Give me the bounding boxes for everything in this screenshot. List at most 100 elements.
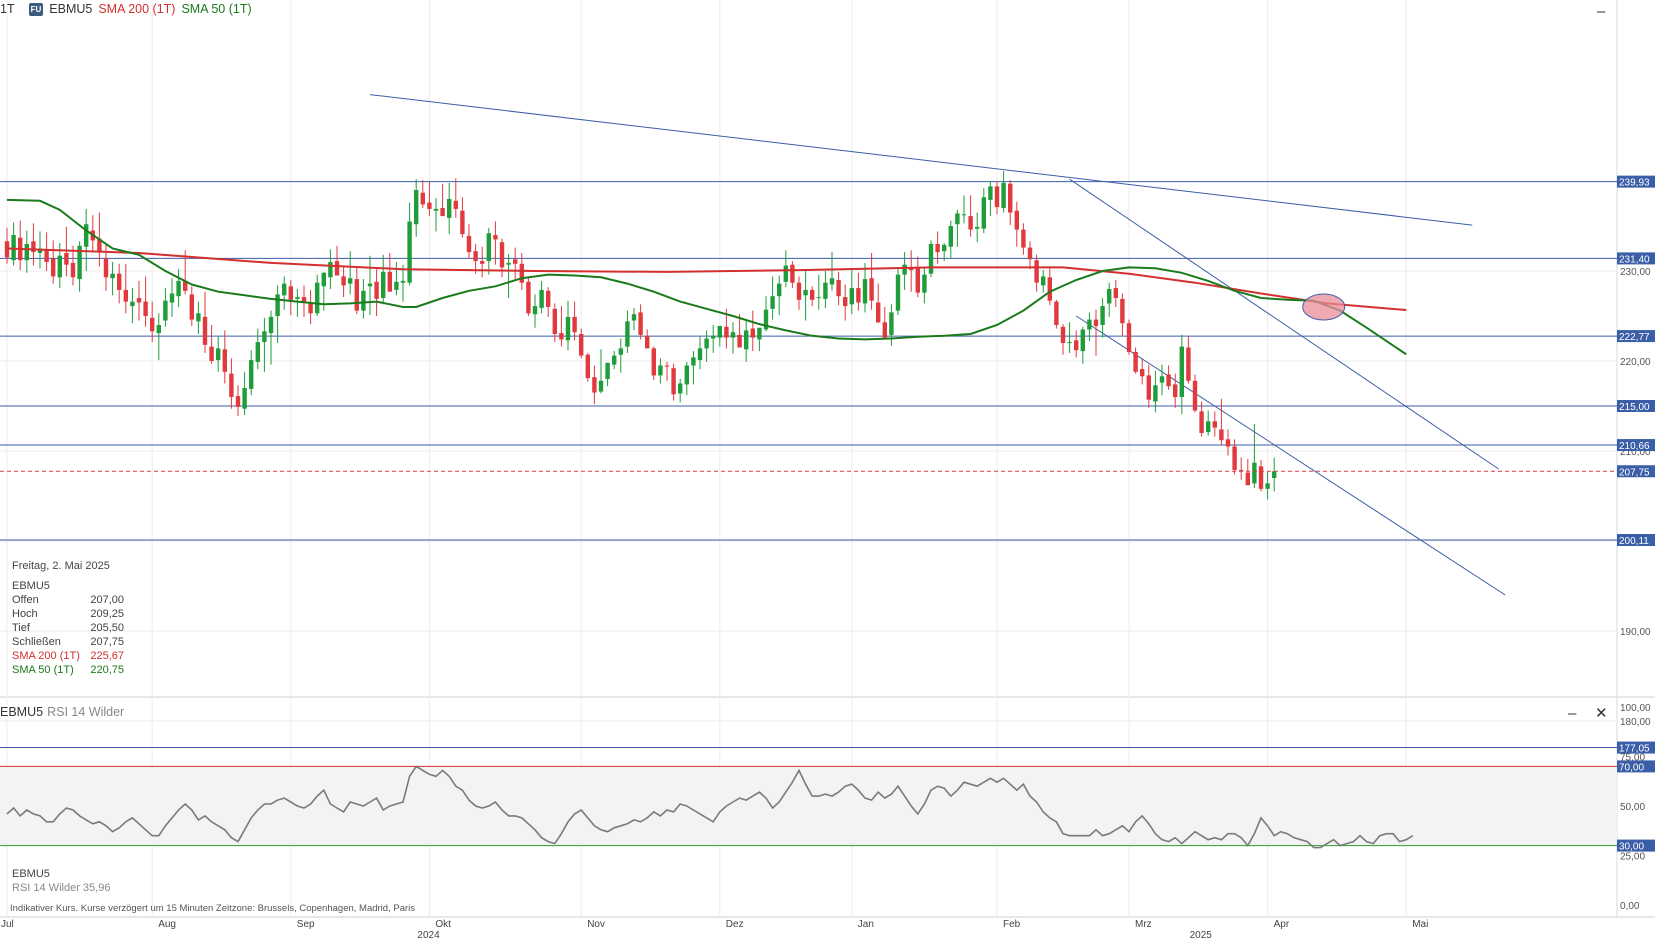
candle-body xyxy=(763,309,769,330)
candle-body xyxy=(651,348,656,376)
rsi-tick-label: 100,00 xyxy=(1620,703,1651,714)
candle-body xyxy=(704,338,709,349)
candle-body xyxy=(486,233,491,262)
footnote: Indikativer Kurs. Kurse verzögert um 15 … xyxy=(10,903,415,914)
candle-body xyxy=(420,192,425,205)
candle-body xyxy=(400,280,406,283)
main-panel-minimize-icon[interactable]: – xyxy=(1597,3,1606,20)
rsi-tick-label: 25,00 xyxy=(1620,852,1645,863)
candle-body xyxy=(572,316,577,333)
candle-body xyxy=(216,348,221,361)
candle-body xyxy=(136,298,142,303)
level-tag-label: 200,11 xyxy=(1619,536,1649,547)
candle-body xyxy=(942,244,947,252)
candle-body xyxy=(1120,298,1125,324)
level-tag-label: 210,66 xyxy=(1619,441,1650,452)
candle-body xyxy=(321,272,326,287)
candle-body xyxy=(414,190,419,225)
symbol-label[interactable]: EBMU5 xyxy=(49,2,93,16)
month-label: Aug xyxy=(158,919,176,930)
candle-body xyxy=(150,317,155,332)
candle-body xyxy=(407,221,412,283)
candle-body xyxy=(585,354,590,379)
candle-body xyxy=(539,289,544,308)
rsi-panel-header: EBMU5 RSI 14 Wilder xyxy=(0,705,124,719)
candle-body xyxy=(526,281,531,314)
rsi-symbol: EBMU5 xyxy=(0,705,44,719)
candle-body xyxy=(750,328,755,338)
sma50-line xyxy=(6,198,1407,356)
month-label: Dez xyxy=(726,919,744,930)
candle-body xyxy=(156,325,161,334)
level-tag xyxy=(1617,330,1655,343)
candle-body xyxy=(1014,210,1019,230)
highlight-ellipse xyxy=(1302,293,1346,321)
candle-body xyxy=(1265,483,1270,489)
month-label: Sep xyxy=(297,919,315,930)
info-row-low: Tief 205,50 xyxy=(12,622,124,634)
candle-body xyxy=(796,282,802,300)
candle-body xyxy=(565,316,571,341)
month-label: Nov xyxy=(587,919,605,930)
candle-body xyxy=(1153,385,1158,402)
rsi-tick-label: 0,00 xyxy=(1620,901,1640,912)
candle-body xyxy=(499,242,505,268)
candle-body xyxy=(612,355,617,365)
price-tick-label: 220,00 xyxy=(1620,357,1651,368)
month-label: Feb xyxy=(1003,919,1021,930)
candle-body xyxy=(1225,439,1231,447)
candle-body xyxy=(678,383,683,394)
candle-body xyxy=(374,281,379,299)
candle-body xyxy=(367,283,373,287)
timeframe-label[interactable]: 1T xyxy=(0,2,15,16)
candle-body xyxy=(103,258,109,278)
last-price-label: 207,75 xyxy=(1619,467,1650,478)
candle-body xyxy=(1272,471,1277,478)
trendline xyxy=(1069,178,1499,470)
candle-body xyxy=(631,314,637,321)
candle-body xyxy=(1252,462,1257,484)
candle-body xyxy=(598,380,604,392)
candle-body xyxy=(697,348,703,361)
candle-body xyxy=(169,293,175,303)
rsi-minimize-icon[interactable]: – xyxy=(1568,705,1577,722)
candle-body xyxy=(810,289,815,300)
sma50-legend[interactable]: SMA 50 (1T) xyxy=(181,2,252,16)
candle-body xyxy=(70,262,76,278)
candle-body xyxy=(334,261,340,276)
candle-body xyxy=(856,288,861,303)
rsi-indicator-name[interactable]: RSI 14 Wilder xyxy=(47,705,125,719)
candle-body xyxy=(506,262,511,265)
candle-body xyxy=(427,202,432,209)
candle-body xyxy=(328,262,333,278)
candle-body xyxy=(1140,369,1145,377)
candle-body xyxy=(1001,182,1006,208)
info-row-high: Hoch 209,25 xyxy=(12,608,124,620)
candle-body xyxy=(869,278,874,301)
candle-body xyxy=(394,281,399,290)
level-tag xyxy=(1617,175,1655,188)
candle-body xyxy=(361,290,366,311)
candle-body xyxy=(255,342,260,362)
rsi-info-symbol: EBMU5 xyxy=(12,868,50,880)
candle-body xyxy=(433,208,439,211)
level-tag xyxy=(1617,741,1655,754)
candle-body xyxy=(1219,429,1224,441)
candle-body xyxy=(638,312,643,335)
candle-body xyxy=(513,259,518,264)
candle-body xyxy=(862,279,868,304)
info-symbol: EBMU5 xyxy=(12,580,50,592)
rsi-level-label: 70,00 xyxy=(1619,762,1644,773)
candle-body xyxy=(955,213,960,225)
candle-body xyxy=(882,322,887,338)
year-label: 2024 xyxy=(417,930,440,939)
candle-body xyxy=(466,235,472,253)
level-tag-label: 177,05 xyxy=(1619,744,1650,755)
sma200-legend[interactable]: SMA 200 (1T) xyxy=(98,2,176,16)
candle-body xyxy=(77,245,82,280)
candle-body xyxy=(242,388,247,409)
candle-body xyxy=(1067,342,1072,344)
rsi-close-icon[interactable]: ✕ xyxy=(1595,705,1608,722)
candle-body xyxy=(11,235,16,261)
candle-body xyxy=(31,241,36,253)
